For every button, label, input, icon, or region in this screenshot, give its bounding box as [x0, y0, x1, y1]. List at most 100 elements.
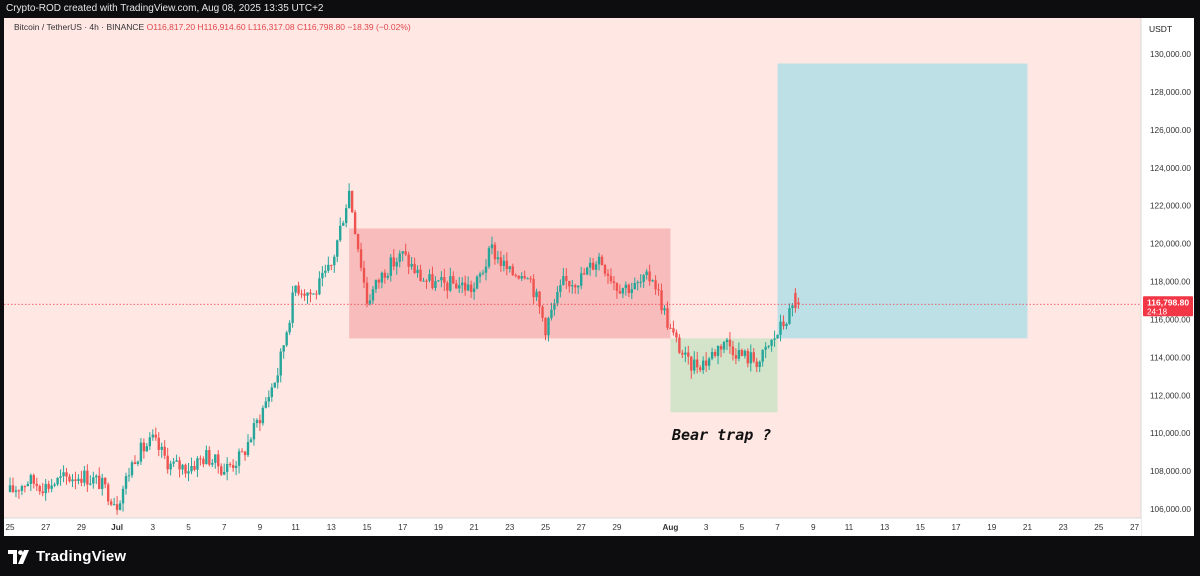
candle-body [710, 352, 714, 359]
candle-body [306, 292, 309, 296]
candle-body [764, 346, 767, 350]
candlestick-chart[interactable]: USDT 106,000.00 108,000.00 110,000.00 112,00… [4, 18, 1194, 536]
x-tick-label: 27 [577, 523, 587, 532]
candle-body [499, 257, 503, 266]
candle-body [568, 280, 571, 287]
x-tick-label: 17 [398, 523, 408, 532]
candle-body [791, 305, 794, 309]
candle-body [344, 208, 348, 224]
candle-body [211, 462, 214, 465]
candle-body [142, 442, 146, 452]
x-tick-label: 29 [77, 523, 87, 532]
candle-body [660, 290, 663, 311]
candle-body [404, 251, 407, 255]
y-tick-label: 120,000.00 [1150, 240, 1191, 249]
x-tick-label: 27 [1130, 523, 1140, 532]
candle-body [118, 503, 122, 510]
candle-body [455, 283, 458, 289]
candle-body [719, 346, 723, 350]
candle-body [755, 361, 758, 368]
candle-body [145, 446, 149, 452]
candle-body [139, 442, 143, 462]
candle-body [104, 477, 107, 485]
candle-body [8, 485, 12, 492]
candle-body [199, 458, 202, 460]
candle-body [642, 275, 645, 282]
candle-body [466, 284, 470, 291]
x-tick-label: Aug [662, 523, 678, 532]
chart-header: Crypto-ROD created with TradingView.com,… [0, 0, 1200, 18]
candle-body [386, 275, 390, 278]
candle-body [362, 267, 366, 283]
x-tick-label: 25 [541, 523, 551, 532]
x-tick-label: 15 [916, 523, 926, 532]
candle-body [463, 282, 467, 291]
currency-label: USDT [1149, 24, 1172, 34]
candle-body [529, 278, 532, 280]
candle-body [431, 274, 434, 289]
candle-body [544, 317, 547, 336]
candle-body [154, 434, 157, 438]
candle-body [478, 273, 482, 277]
candle-body [481, 272, 485, 274]
candle-body [273, 382, 276, 388]
candle-body [422, 280, 425, 282]
candle-body [740, 349, 744, 356]
x-tick-label: 11 [291, 523, 300, 532]
candle-body [202, 458, 205, 465]
candle-body [231, 464, 235, 468]
candle-body [163, 446, 166, 456]
candle-body [279, 351, 282, 376]
candle-body [166, 455, 169, 470]
candle-body [252, 423, 256, 440]
candle-body [80, 478, 83, 483]
candle-body [776, 334, 779, 339]
bear-trap-annotation: Bear trap ? [671, 426, 771, 444]
x-tick-label: 7 [222, 523, 227, 532]
y-tick-label: 108,000.00 [1150, 467, 1191, 476]
candle-body [377, 279, 381, 283]
candle-body [618, 290, 622, 294]
x-tick-label: 23 [505, 523, 515, 532]
candle-body [115, 504, 119, 510]
candle-body [184, 464, 187, 474]
close-value: C116,798.80 [296, 22, 346, 32]
candle-body [157, 437, 160, 450]
candle-body [696, 359, 699, 368]
y-tick-label: 124,000.00 [1150, 164, 1191, 173]
candle-body [737, 349, 741, 359]
candle-body [452, 276, 455, 284]
low-value: L116,317.08 [247, 22, 295, 32]
candle-body [65, 472, 68, 477]
candle-body [398, 253, 401, 262]
candle-body [285, 332, 288, 346]
candle-body [547, 317, 550, 336]
candle-body [333, 256, 336, 266]
candle-body [517, 275, 520, 279]
candle-body [458, 285, 461, 289]
candle-body [395, 261, 398, 267]
y-tick-label: 130,000.00 [1150, 50, 1191, 59]
candle-body [681, 352, 684, 355]
candle-body [246, 441, 250, 456]
candle-body [225, 463, 229, 472]
candle-body [654, 280, 657, 290]
candle-body [178, 460, 181, 470]
chart-area[interactable]: USDT 106,000.00 108,000.00 110,000.00 112,00… [4, 18, 1194, 536]
candle-body [580, 273, 583, 286]
candle-body [541, 306, 544, 318]
candle-body [571, 285, 574, 287]
candle-body [585, 267, 589, 275]
tradingview-logo[interactable]: TradingView [8, 548, 126, 565]
candle-body [707, 358, 711, 366]
candle-body [324, 270, 327, 273]
candle-body [562, 276, 565, 286]
candle-body [243, 451, 247, 456]
candle-body [38, 485, 41, 492]
x-tick-label: 9 [811, 523, 816, 532]
x-tick-label: 21 [470, 523, 480, 532]
candle-body [237, 451, 241, 466]
candle-body [758, 361, 761, 368]
candle-body [434, 281, 437, 289]
candle-body [321, 272, 324, 279]
